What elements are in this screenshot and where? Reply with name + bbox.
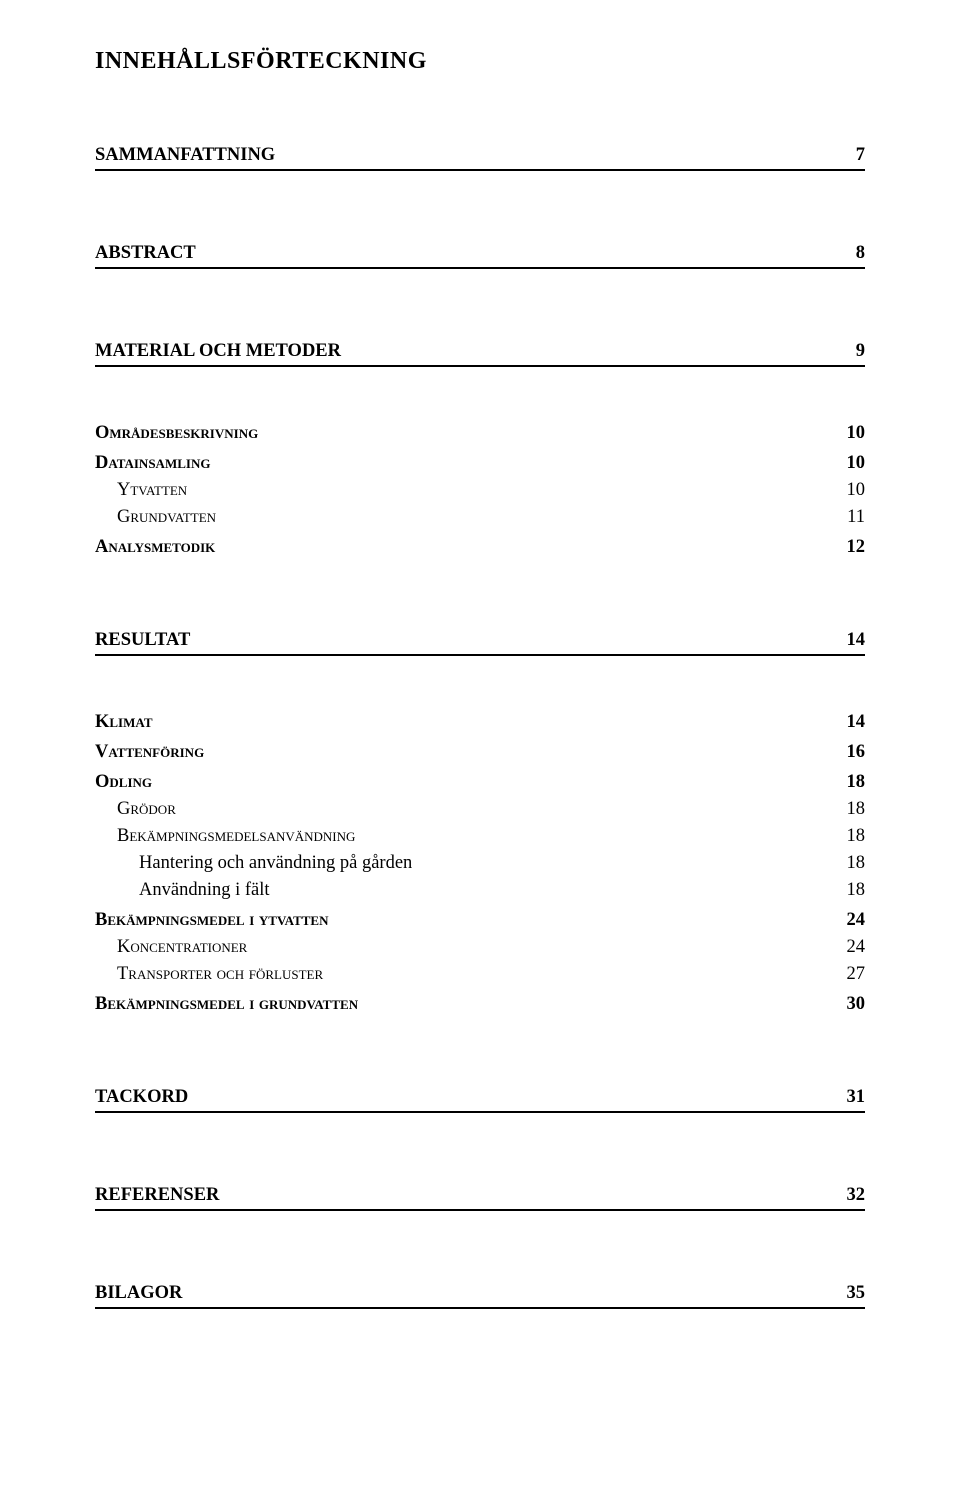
toc-page: 35 bbox=[835, 1283, 866, 1304]
toc-page: 18 bbox=[835, 853, 866, 874]
toc-sub-omradesbeskrivning: Områdesbeskrivning 10 bbox=[95, 423, 865, 444]
toc-page: 10 bbox=[835, 480, 866, 501]
toc-page: 9 bbox=[844, 341, 865, 362]
toc-label: Transporter och förluster bbox=[117, 964, 323, 985]
toc-sub-anvandning-falt: Användning i fält 18 bbox=[95, 880, 865, 901]
toc-page: 18 bbox=[835, 799, 866, 820]
toc-label: Klimat bbox=[95, 712, 152, 733]
toc-page: 18 bbox=[835, 826, 866, 847]
toc-label: Bekämpningsmedel i grundvatten bbox=[95, 994, 358, 1015]
toc-label: Odling bbox=[95, 772, 152, 793]
toc-page: 8 bbox=[844, 243, 865, 264]
toc-page: 18 bbox=[835, 880, 866, 901]
toc-sub-vattenforing: Vattenföring 16 bbox=[95, 742, 865, 763]
toc-label: Grundvatten bbox=[117, 507, 216, 528]
toc-label: Analysmetodik bbox=[95, 537, 215, 558]
toc-section-bilagor: BILAGOR 35 bbox=[95, 1283, 865, 1309]
toc-label: Områdesbeskrivning bbox=[95, 423, 258, 444]
toc-section-abstract: ABSTRACT 8 bbox=[95, 243, 865, 269]
toc-section-sammanfattning: SAMMANFATTNING 7 bbox=[95, 145, 865, 171]
toc-subgroup-resultat: Klimat 14 Vattenföring 16 Odling 18 Gröd… bbox=[95, 712, 865, 1015]
toc-label: Bekämpningsmedel i ytvatten bbox=[95, 910, 328, 931]
toc-label: ABSTRACT bbox=[95, 243, 196, 264]
toc-page: 7 bbox=[844, 145, 865, 166]
toc-page: 31 bbox=[835, 1087, 866, 1108]
toc-label: Hantering och användning på gården bbox=[139, 853, 412, 874]
toc-sub-klimat: Klimat 14 bbox=[95, 712, 865, 733]
toc-sub-transporter: Transporter och förluster 27 bbox=[95, 964, 865, 985]
toc-sub-bekamp-ytvatten: Bekämpningsmedel i ytvatten 24 bbox=[95, 910, 865, 931]
toc-page: 30 bbox=[835, 994, 866, 1015]
toc-sub-analysmetodik: Analysmetodik 12 bbox=[95, 537, 865, 558]
toc-label: SAMMANFATTNING bbox=[95, 145, 275, 166]
toc-label: RESULTAT bbox=[95, 630, 190, 651]
toc-label: Bekämpningsmedelsanvändning bbox=[117, 826, 355, 847]
toc-subgroup-material: Områdesbeskrivning 10 Datainsamling 10 Y… bbox=[95, 423, 865, 558]
toc-label: Ytvatten bbox=[117, 480, 187, 501]
toc-sub-odling: Odling 18 bbox=[95, 772, 865, 793]
toc-section-material: MATERIAL OCH METODER 9 bbox=[95, 341, 865, 367]
page-title: INNEHÅLLSFÖRTECKNING bbox=[95, 48, 865, 75]
toc-sub-bekamp-grundvatten: Bekämpningsmedel i grundvatten 30 bbox=[95, 994, 865, 1015]
toc-sub-hantering: Hantering och användning på gården 18 bbox=[95, 853, 865, 874]
toc-label: Koncentrationer bbox=[117, 937, 247, 958]
toc-page: 27 bbox=[835, 964, 866, 985]
toc-section-resultat: RESULTAT 14 bbox=[95, 630, 865, 656]
toc-label: Datainsamling bbox=[95, 453, 210, 474]
toc-page: 24 bbox=[835, 910, 866, 931]
toc-page: 24 bbox=[835, 937, 866, 958]
toc-page: 14 bbox=[835, 712, 866, 733]
toc-page: 12 bbox=[835, 537, 866, 558]
toc-page: 14 bbox=[835, 630, 866, 651]
toc-sub-datainsamling: Datainsamling 10 bbox=[95, 453, 865, 474]
toc-label: REFERENSER bbox=[95, 1185, 219, 1206]
toc-page: 11 bbox=[835, 507, 865, 528]
toc-section-referenser: REFERENSER 32 bbox=[95, 1185, 865, 1211]
toc-page: 10 bbox=[835, 423, 866, 444]
toc-sub-ytvatten: Ytvatten 10 bbox=[95, 480, 865, 501]
toc-sub-koncentrationer: Koncentrationer 24 bbox=[95, 937, 865, 958]
toc-section-tackord: TACKORD 31 bbox=[95, 1087, 865, 1113]
toc-label: MATERIAL OCH METODER bbox=[95, 341, 341, 362]
toc-label: Grödor bbox=[117, 799, 176, 820]
toc-page: 18 bbox=[835, 772, 866, 793]
toc-page: 10 bbox=[835, 453, 866, 474]
toc-sub-grundvatten: Grundvatten 11 bbox=[95, 507, 865, 528]
toc-page: 16 bbox=[835, 742, 866, 763]
toc-label: BILAGOR bbox=[95, 1283, 182, 1304]
toc-label: Vattenföring bbox=[95, 742, 204, 763]
toc-page: 32 bbox=[835, 1185, 866, 1206]
toc-label: Användning i fält bbox=[139, 880, 270, 901]
toc-label: TACKORD bbox=[95, 1087, 188, 1108]
toc-sub-bekampningsmedelsanvandning: Bekämpningsmedelsanvändning 18 bbox=[95, 826, 865, 847]
toc-sub-grodor: Grödor 18 bbox=[95, 799, 865, 820]
